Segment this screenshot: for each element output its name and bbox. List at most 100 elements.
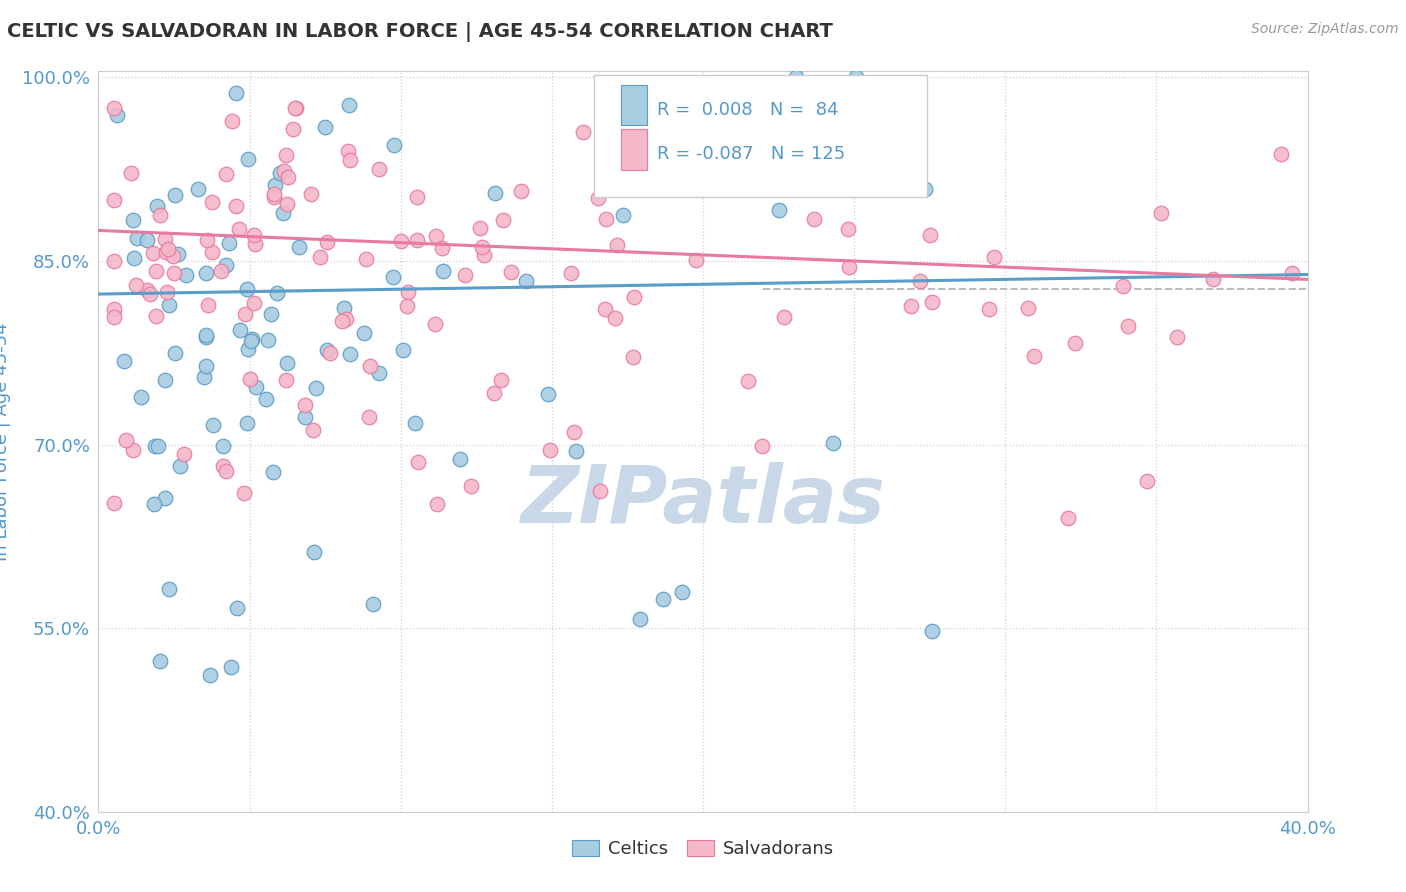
- Point: [900, 299, 922, 313]
- Point: [263, 190, 285, 204]
- Point: [621, 350, 644, 364]
- Point: [339, 153, 361, 167]
- Point: [124, 277, 146, 292]
- Point: [914, 182, 936, 196]
- Point: [449, 452, 471, 467]
- Point: [406, 190, 429, 204]
- Point: [651, 591, 673, 606]
- Point: [482, 385, 505, 400]
- Point: [287, 240, 309, 254]
- Point: [302, 544, 325, 558]
- Point: [148, 439, 170, 453]
- Point: [219, 660, 242, 674]
- Point: [240, 334, 263, 348]
- Point: [330, 314, 353, 328]
- Point: [404, 416, 426, 430]
- Point: [460, 479, 482, 493]
- Point: [153, 491, 176, 506]
- Point: [115, 433, 138, 447]
- Point: [103, 101, 125, 115]
- Point: [236, 282, 259, 296]
- Point: [918, 228, 941, 243]
- Point: [131, 390, 153, 404]
- Point: [510, 184, 533, 198]
- Point: [562, 425, 585, 439]
- Point: [623, 289, 645, 303]
- Point: [696, 143, 718, 157]
- Point: [335, 311, 357, 326]
- Point: [271, 206, 294, 220]
- Point: [294, 398, 316, 412]
- Point: [501, 265, 523, 279]
- Point: [302, 424, 325, 438]
- Bar: [621, 129, 647, 169]
- Point: [169, 458, 191, 473]
- Point: [201, 195, 224, 210]
- Point: [471, 240, 494, 254]
- Point: [426, 497, 449, 511]
- Point: [193, 370, 215, 384]
- Point: [163, 266, 186, 280]
- Point: [201, 245, 224, 260]
- Point: [257, 333, 280, 347]
- Point: [276, 196, 298, 211]
- Point: [425, 317, 447, 331]
- Point: [103, 495, 125, 509]
- Point: [243, 236, 266, 251]
- Point: [1166, 330, 1188, 344]
- Point: [396, 285, 419, 299]
- Point: [122, 251, 145, 265]
- Point: [211, 458, 233, 473]
- Point: [671, 585, 693, 599]
- Point: [315, 343, 337, 358]
- Point: [156, 242, 179, 256]
- Point: [155, 231, 177, 245]
- Point: [225, 601, 247, 615]
- Point: [612, 208, 634, 222]
- Point: [565, 444, 588, 458]
- Point: [837, 221, 859, 235]
- Point: [1270, 147, 1292, 161]
- Point: [221, 113, 243, 128]
- Point: [163, 187, 186, 202]
- Point: [195, 330, 218, 344]
- Point: [339, 346, 361, 360]
- Point: [337, 98, 360, 112]
- Point: [284, 101, 307, 115]
- Point: [209, 264, 232, 278]
- Point: [432, 241, 454, 255]
- Point: [274, 373, 297, 387]
- Point: [103, 193, 125, 207]
- Point: [392, 343, 415, 358]
- Point: [173, 446, 195, 460]
- Point: [838, 260, 860, 275]
- Point: [273, 164, 295, 178]
- Point: [125, 231, 148, 245]
- Point: [254, 392, 277, 406]
- Point: [305, 381, 328, 395]
- Point: [156, 285, 179, 300]
- Point: [470, 221, 492, 235]
- Point: [405, 233, 427, 247]
- Point: [105, 108, 128, 122]
- Point: [472, 248, 495, 262]
- Point: [773, 310, 796, 324]
- Point: [276, 355, 298, 369]
- Point: [628, 612, 651, 626]
- Point: [603, 311, 626, 326]
- Point: [432, 264, 454, 278]
- Point: [103, 253, 125, 268]
- Point: [353, 326, 375, 341]
- Point: [983, 250, 1005, 264]
- Point: [200, 668, 222, 682]
- Point: [406, 455, 429, 469]
- Text: R =  0.008   N =  84: R = 0.008 N = 84: [657, 101, 838, 119]
- Point: [367, 366, 389, 380]
- Point: [1149, 206, 1171, 220]
- Point: [308, 250, 330, 264]
- Point: [232, 485, 254, 500]
- Point: [595, 211, 617, 226]
- Point: [149, 654, 172, 668]
- Point: [921, 624, 943, 638]
- Point: [606, 238, 628, 252]
